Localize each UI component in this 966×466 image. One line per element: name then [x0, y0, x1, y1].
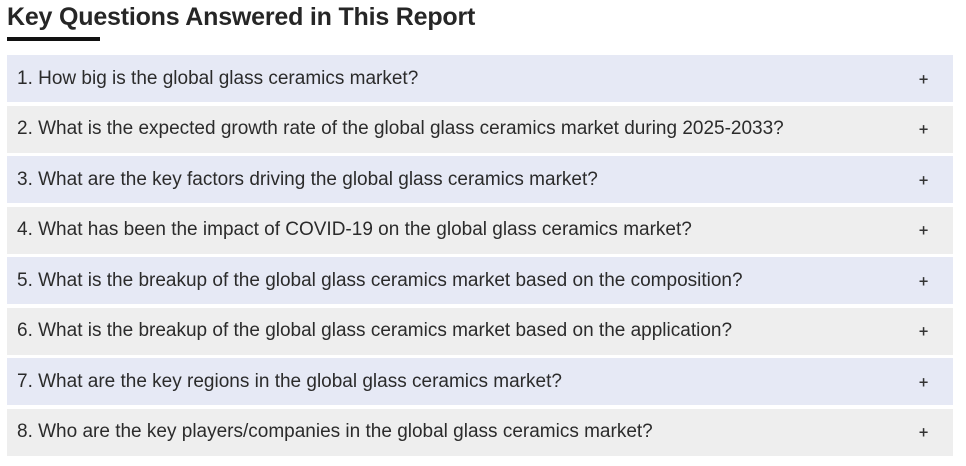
plus-icon[interactable]: + — [918, 374, 929, 390]
faq-question: 4. What has been the impact of COVID-19 … — [17, 219, 692, 240]
faq-question: 3. What are the key factors driving the … — [17, 168, 598, 190]
plus-icon[interactable]: + — [918, 71, 929, 87]
plus-icon[interactable]: + — [918, 425, 929, 441]
plus-icon[interactable]: + — [918, 273, 929, 289]
plus-icon[interactable]: + — [918, 324, 929, 340]
faq-item-4[interactable]: 4. What has been the impact of COVID-19 … — [7, 206, 953, 254]
faq-question: 7. What are the key regions in the globa… — [17, 370, 562, 392]
faq-item-2[interactable]: 2. What is the expected growth rate of t… — [7, 105, 953, 153]
faq-question: 5. What is the breakup of the global gla… — [17, 269, 743, 291]
faq-question: 2. What is the expected growth rate of t… — [17, 118, 784, 139]
faq-item-6[interactable]: 6. What is the breakup of the global gla… — [7, 307, 953, 355]
plus-icon[interactable]: + — [918, 172, 929, 188]
faq-question: 6. What is the breakup of the global gla… — [17, 320, 733, 341]
section-header: Key Questions Answered in This Report — [7, 0, 475, 41]
section-title: Key Questions Answered in This Report — [7, 3, 476, 31]
faq-item-1[interactable]: 1. How big is the global glass ceramics … — [7, 55, 953, 102]
faq-question: 1. How big is the global glass ceramics … — [17, 67, 419, 89]
faq-item-3[interactable]: 3. What are the key factors driving the … — [7, 156, 953, 203]
plus-icon[interactable]: + — [918, 223, 929, 239]
faq-question: 8. Who are the key players/companies in … — [17, 421, 653, 442]
faq-accordion: 1. How big is the global glass ceramics … — [7, 55, 953, 459]
faq-item-5[interactable]: 5. What is the breakup of the global gla… — [7, 257, 953, 304]
title-underline — [7, 37, 100, 41]
plus-icon[interactable]: + — [918, 122, 929, 138]
faq-item-8[interactable]: 8. Who are the key players/companies in … — [7, 408, 953, 456]
faq-item-7[interactable]: 7. What are the key regions in the globa… — [7, 358, 953, 405]
